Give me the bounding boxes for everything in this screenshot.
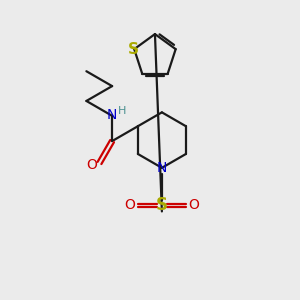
Text: N: N (157, 161, 167, 175)
Text: S: S (156, 196, 168, 214)
Text: O: O (125, 199, 136, 212)
Text: O: O (188, 199, 199, 212)
Text: N: N (107, 108, 117, 122)
Text: H: H (118, 106, 126, 116)
Text: S: S (128, 42, 139, 57)
Text: O: O (86, 158, 97, 172)
